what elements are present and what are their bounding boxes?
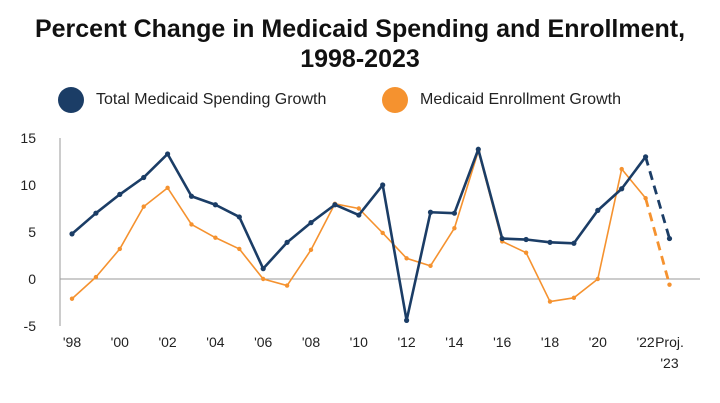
series-projection-line-enrollment xyxy=(644,197,671,286)
data-point-enrollment xyxy=(356,206,361,211)
x-tick-label: '10 xyxy=(350,334,368,350)
data-point-enrollment xyxy=(619,166,624,172)
data-point-spending xyxy=(141,174,147,181)
x-tick-label: '18 xyxy=(541,334,559,350)
chart-title-line-2: 1998-2023 xyxy=(300,45,420,73)
data-point-spending xyxy=(165,151,171,157)
data-point-spending xyxy=(499,235,505,242)
legend-marker-enrollment xyxy=(382,87,408,113)
legend-marker-spending xyxy=(58,87,84,113)
x-tick-label: '04 xyxy=(206,334,224,350)
y-tick-label: 5 xyxy=(28,224,36,240)
legend-item-spending: Total Medicaid Spending Growth xyxy=(58,86,326,114)
data-point-enrollment xyxy=(380,230,385,236)
x-tick-label: '14 xyxy=(445,334,463,350)
x-tick-label: '02 xyxy=(158,334,176,350)
data-point-spending xyxy=(427,209,434,215)
data-point-enrollment xyxy=(404,256,409,261)
data-point-enrollment xyxy=(284,283,290,288)
data-point-enrollment xyxy=(428,263,433,269)
legend-item-enrollment: Medicaid Enrollment Growth xyxy=(382,86,621,114)
data-point-spending xyxy=(666,235,673,242)
data-point-enrollment xyxy=(523,250,529,255)
data-point-enrollment xyxy=(667,282,672,287)
x-tick-label: Proj. xyxy=(655,334,684,350)
data-point-spending xyxy=(523,236,529,243)
data-point-spending xyxy=(69,231,75,237)
data-point-spending xyxy=(595,207,601,213)
data-point-spending xyxy=(308,220,314,226)
data-point-spending xyxy=(451,210,457,216)
data-point-enrollment xyxy=(452,226,457,231)
data-point-enrollment xyxy=(117,246,123,252)
x-tick-label: '22 xyxy=(636,334,654,350)
data-point-enrollment xyxy=(165,185,170,191)
data-point-spending xyxy=(619,186,625,192)
data-point-spending xyxy=(236,214,242,220)
chart-title-line-1: Percent Change in Medicaid Spending and … xyxy=(34,15,686,43)
data-point-enrollment xyxy=(93,274,99,280)
data-point-enrollment xyxy=(69,296,75,301)
data-point-spending xyxy=(571,240,577,246)
data-point-enrollment xyxy=(643,195,648,201)
data-point-spending xyxy=(212,202,218,208)
data-point-spending xyxy=(188,193,195,199)
x-tick-label: '23 xyxy=(660,355,678,371)
y-tick-label: 0 xyxy=(28,271,36,287)
chart-legend: Total Medicaid Spending Growth Medicaid … xyxy=(0,86,720,114)
legend-label-enrollment: Medicaid Enrollment Growth xyxy=(420,91,621,108)
x-tick-label: '16 xyxy=(493,334,511,350)
data-point-enrollment xyxy=(308,247,314,253)
data-point-enrollment xyxy=(547,299,553,304)
series-line-spending xyxy=(71,147,647,322)
data-point-enrollment xyxy=(595,276,600,282)
data-point-spending xyxy=(356,212,362,218)
series-projection-line-spending xyxy=(644,156,671,239)
y-tick-label: 15 xyxy=(20,130,36,146)
x-tick-label: '08 xyxy=(302,334,320,350)
data-point-enrollment xyxy=(213,235,218,240)
y-tick-label: 10 xyxy=(20,177,36,193)
data-point-spending xyxy=(404,317,410,323)
x-tick-label: '12 xyxy=(397,334,415,350)
data-point-spending xyxy=(260,266,266,272)
y-tick-label: -5 xyxy=(24,318,37,334)
data-point-enrollment xyxy=(189,222,194,227)
x-tick-label: '00 xyxy=(111,334,129,350)
x-tick-label: '20 xyxy=(589,334,607,350)
data-point-spending xyxy=(547,239,553,245)
data-point-spending xyxy=(117,191,123,197)
data-point-enrollment xyxy=(237,246,242,252)
data-point-spending xyxy=(332,202,338,208)
data-point-enrollment xyxy=(571,295,577,300)
data-point-enrollment xyxy=(261,276,266,282)
data-point-spending xyxy=(93,210,99,216)
data-point-spending xyxy=(643,154,649,160)
x-tick-label: '06 xyxy=(254,334,272,350)
data-point-spending xyxy=(284,239,290,245)
data-point-enrollment xyxy=(141,204,146,209)
x-tick-label: '98 xyxy=(63,334,81,350)
legend-label-spending: Total Medicaid Spending Growth xyxy=(96,91,327,108)
data-point-spending xyxy=(380,182,386,188)
data-point-spending xyxy=(475,146,481,152)
